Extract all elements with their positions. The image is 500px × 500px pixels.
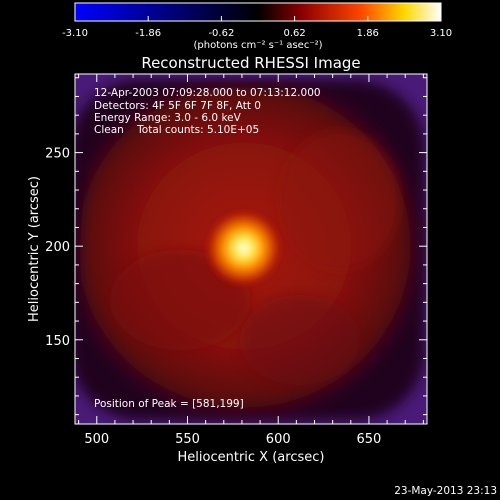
y-axis-ticks [75, 77, 427, 416]
x-tick-label: 650 [357, 432, 382, 447]
colorbar-units: (photons cm⁻² s⁻¹ asec⁻²) [193, 40, 322, 51]
y-axis-label: Heliocentric Y (arcsec) [27, 176, 42, 322]
image-area: 12-Apr-2003 07:09:28.000 to 07:13:12.000… [75, 74, 427, 424]
footer-date: 23-May-2013 23:13 [394, 485, 497, 497]
colorbar-tick-labels: -3.10 -1.86 -0.62 0.62 1.86 3.10 [62, 28, 452, 39]
x-tick-label: 550 [175, 432, 200, 447]
colorbar-tick-label: 3.10 [430, 28, 452, 39]
x-axis-label: Heliocentric X (arcsec) [178, 450, 325, 465]
peak-emission-source [203, 208, 284, 289]
clean-counts-line: Clean Total counts: 5.10E+05 [94, 124, 259, 136]
colorbar-tick-label: 0.62 [283, 28, 305, 39]
colorbar-tick-label: -1.86 [135, 28, 161, 39]
colorbar-ticks [74, 16, 442, 21]
plot-frame [74, 73, 428, 425]
peak-position-label: Position of Peak = [581,199] [94, 398, 244, 410]
y-axis-tick-labels: 150 200 250 [45, 147, 70, 349]
y-tick-label: 150 [45, 334, 70, 349]
emission-patch-3 [240, 295, 360, 385]
x-tick-label: 500 [84, 432, 109, 447]
emission-patch-2 [280, 130, 400, 270]
y-tick-label: 200 [45, 240, 70, 255]
colorbar-tick-label: -0.62 [208, 28, 234, 39]
chart-title: Reconstructed RHESSI Image [141, 54, 360, 72]
energy-range-line: Energy Range: 3.0 - 6.0 keV [94, 112, 242, 124]
colorbar [74, 2, 442, 22]
x-axis-tick-labels: 500 550 600 650 [84, 432, 381, 447]
obs-time: 12-Apr-2003 07:09:28.000 to 07:13:12.000 [94, 87, 321, 99]
y-tick-label: 250 [45, 147, 70, 162]
x-axis-ticks [78, 74, 424, 424]
detectors-line: Detectors: 4F 5F 6F 7F 8F, Att 0 [94, 100, 261, 112]
x-tick-label: 600 [266, 432, 291, 447]
colorbar-tick-label: -3.10 [62, 28, 88, 39]
colorbar-tick-label: 1.86 [357, 28, 379, 39]
